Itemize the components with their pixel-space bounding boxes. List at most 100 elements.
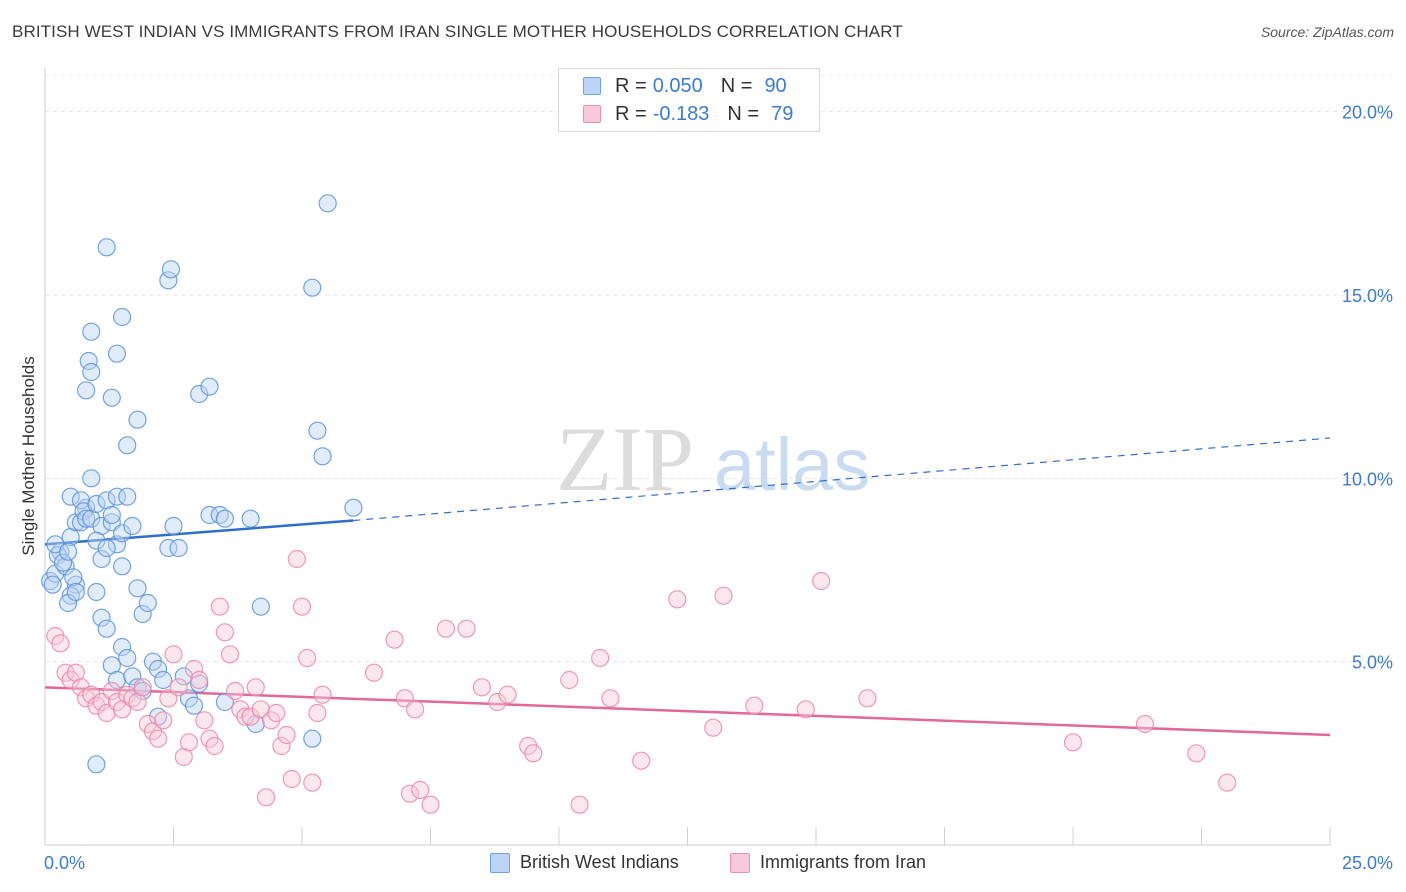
point-british-west-indian [107, 535, 127, 554]
point-british-west-indian [154, 670, 173, 690]
point-british-west-indian [79, 351, 98, 371]
point-british-west-indian [107, 344, 127, 363]
point-british-west-indian [215, 509, 234, 528]
point-immigrant-from-iran [812, 571, 831, 591]
point-immigrant-from-iran [236, 707, 255, 726]
point-british-west-indian [107, 670, 127, 690]
point-immigrant-from-iran [195, 711, 214, 730]
point-british-west-indian [128, 410, 147, 429]
legend-r-value: 0.050 [652, 74, 703, 97]
point-immigrant-from-iran [472, 678, 491, 697]
y-tick-label: 15.0% [1342, 286, 1393, 306]
legend-r-label: R = [615, 102, 647, 125]
point-immigrant-from-iran [292, 597, 312, 616]
point-british-west-indian [200, 505, 219, 525]
point-immigrant-from-iran [591, 648, 610, 668]
point-british-west-indian [241, 509, 260, 528]
point-british-west-indian [82, 322, 101, 341]
point-immigrant-from-iran [411, 780, 430, 800]
series-label: British West Indians [520, 852, 679, 872]
point-british-west-indian [128, 579, 147, 598]
legend-r-label: R = [615, 74, 647, 97]
point-immigrant-from-iran [421, 795, 440, 814]
point-british-west-indian [71, 491, 91, 510]
point-british-west-indian [92, 608, 111, 627]
point-british-west-indian [318, 194, 337, 213]
point-british-west-indian [112, 307, 132, 327]
point-immigrant-from-iran [210, 597, 229, 616]
point-immigrant-from-iran [632, 751, 651, 770]
axes [44, 68, 1331, 846]
point-british-west-indian [64, 568, 83, 587]
point-immigrant-from-iran [560, 670, 579, 690]
gridlines [45, 74, 1392, 663]
point-immigrant-from-iran [796, 700, 815, 719]
point-british-west-indian [138, 593, 157, 613]
point-immigrant-from-iran [1218, 773, 1237, 792]
point-immigrant-from-iran [82, 685, 101, 704]
point-british-west-indian [107, 487, 127, 506]
point-british-west-indian [97, 538, 116, 558]
point-british-west-indian [97, 238, 116, 257]
point-british-west-indian [82, 362, 101, 382]
legend-n-label: N = [727, 102, 760, 125]
legend-r-value: -0.183 [652, 102, 710, 125]
point-immigrant-from-iran [745, 696, 764, 715]
point-british-west-indian [133, 604, 152, 624]
axis-labels: 5.0% 10.0% 15.0% 20.0% 0.0% 25.0% Single Mothe… [19, 103, 1393, 873]
point-immigrant-from-iran [385, 630, 404, 649]
point-british-west-indian [87, 582, 106, 602]
source-credit: Source: ZipAtlas.com [1260, 24, 1394, 40]
point-british-west-indian [66, 575, 85, 594]
point-immigrant-from-iran [267, 703, 286, 723]
point-british-west-indian [59, 542, 78, 561]
watermark-zip: ZIP [556, 408, 694, 510]
point-immigrant-from-iran [498, 685, 517, 704]
legend-row-british-west-indians: R = 0.050 N = 90 [583, 74, 787, 98]
trend-line-british-west-indians [44, 519, 354, 546]
data-points [41, 194, 1237, 814]
x-tick-label: 25.0% [1342, 853, 1393, 873]
point-british-west-indian [112, 637, 132, 657]
point-immigrant-from-iran [226, 681, 245, 701]
point-british-west-indian [308, 421, 327, 440]
point-immigrant-from-iran [71, 678, 91, 697]
point-british-west-indian [77, 381, 96, 400]
point-british-west-indian [82, 469, 101, 488]
y-tick-label: 10.0% [1342, 469, 1393, 489]
point-immigrant-from-iran [282, 769, 301, 789]
point-british-west-indian [190, 384, 209, 404]
point-british-west-indian [200, 377, 219, 396]
point-immigrant-from-iran [313, 685, 332, 704]
point-immigrant-from-iran [277, 725, 296, 745]
point-immigrant-from-iran [148, 729, 168, 748]
series-legend-immigrants-from-iran: Immigrants from Iran [730, 852, 926, 873]
series-swatch-blue [490, 852, 510, 873]
point-immigrant-from-iran [205, 736, 224, 756]
legend-n-value: 79 [771, 102, 794, 125]
point-british-west-indian [92, 549, 111, 569]
y-tick-label: 5.0% [1352, 653, 1393, 673]
point-immigrant-from-iran [215, 623, 234, 642]
point-british-west-indian [303, 729, 322, 748]
point-british-west-indian [61, 487, 80, 506]
point-british-west-indian [313, 447, 332, 466]
point-british-west-indian [77, 509, 96, 528]
point-british-west-indian [87, 531, 106, 550]
correlation-legend: R = 0.050 N = 90 R = -0.183 N = 79 [558, 68, 820, 132]
point-british-west-indian [66, 582, 85, 602]
point-british-west-indian [148, 659, 168, 679]
point-immigrant-from-iran [488, 692, 507, 712]
chart-title: BRITISH WEST INDIAN VS IMMIGRANTS FROM I… [12, 22, 903, 41]
point-british-west-indian [184, 696, 204, 715]
point-british-west-indian [118, 487, 137, 506]
point-immigrant-from-iran [190, 670, 209, 690]
point-immigrant-from-iran [1187, 744, 1206, 763]
series-legend-british-west-indians: British West Indians [490, 852, 679, 873]
point-british-west-indian [123, 516, 142, 536]
point-immigrant-from-iran [164, 645, 183, 664]
x-tick-label: 0.0% [44, 853, 85, 873]
watermark-atlas: atlas [714, 423, 870, 506]
point-immigrant-from-iran [405, 700, 425, 719]
